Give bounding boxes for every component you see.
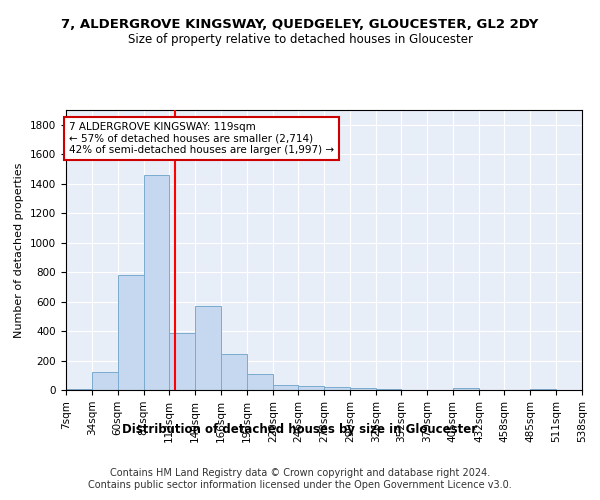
Bar xyxy=(453,388,479,390)
Bar xyxy=(169,332,195,390)
Bar xyxy=(273,385,298,390)
Text: Size of property relative to detached houses in Gloucester: Size of property relative to detached ho… xyxy=(128,32,473,46)
Text: 7, ALDERGROVE KINGSWAY, QUEDGELEY, GLOUCESTER, GL2 2DY: 7, ALDERGROVE KINGSWAY, QUEDGELEY, GLOUC… xyxy=(61,18,539,30)
Bar xyxy=(221,354,247,390)
Y-axis label: Number of detached properties: Number of detached properties xyxy=(14,162,25,338)
Bar xyxy=(92,372,118,390)
Bar xyxy=(195,306,221,390)
Bar xyxy=(350,388,376,390)
Bar xyxy=(118,275,144,390)
Text: 7 ALDERGROVE KINGSWAY: 119sqm
← 57% of detached houses are smaller (2,714)
42% o: 7 ALDERGROVE KINGSWAY: 119sqm ← 57% of d… xyxy=(69,122,334,155)
Text: Contains HM Land Registry data © Crown copyright and database right 2024.
Contai: Contains HM Land Registry data © Crown c… xyxy=(88,468,512,490)
Bar xyxy=(298,386,325,390)
Bar xyxy=(144,175,169,390)
Bar xyxy=(325,387,350,390)
Bar xyxy=(66,388,92,390)
Bar xyxy=(247,374,273,390)
Text: Distribution of detached houses by size in Gloucester: Distribution of detached houses by size … xyxy=(122,422,478,436)
